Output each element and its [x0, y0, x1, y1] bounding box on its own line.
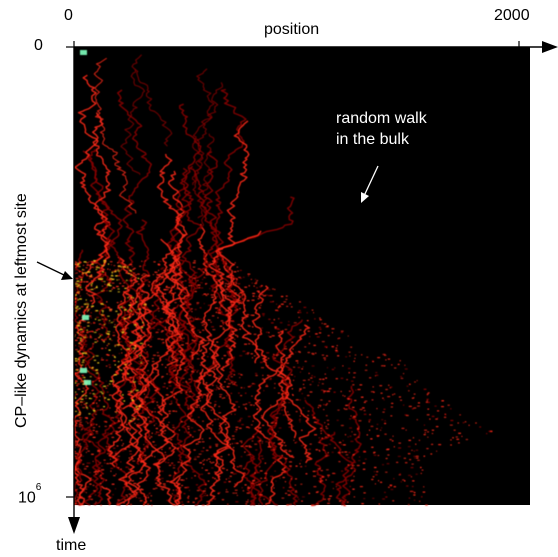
y-axis-arrowhead — [68, 517, 80, 534]
x-axis-title: position — [264, 21, 320, 38]
activity-traces — [73, 50, 493, 507]
y-axis-title: time — [56, 537, 87, 554]
y-tick-end-base: 10 — [18, 489, 36, 507]
bulk-annotation-line-2: in the bulk — [336, 130, 409, 148]
x-axis-arrowhead — [542, 41, 558, 53]
x-tick-label-end: 2000 — [494, 7, 530, 24]
y-tick-label-start: 0 — [34, 37, 43, 54]
bulk-annotation-arrow — [361, 165, 379, 203]
y-tick-label-end: 106 — [18, 483, 41, 507]
x-tick-label-start: 0 — [64, 7, 73, 24]
leftmost-site-annotation: CP–like dynamics at leftmost site — [13, 193, 30, 428]
leftmost-site-arrow — [36, 261, 73, 280]
y-tick-end-exponent: 6 — [35, 482, 42, 493]
bulk-annotation: random walk in the bulk — [336, 109, 456, 151]
bulk-annotation-line-1: random walk — [336, 110, 427, 127]
